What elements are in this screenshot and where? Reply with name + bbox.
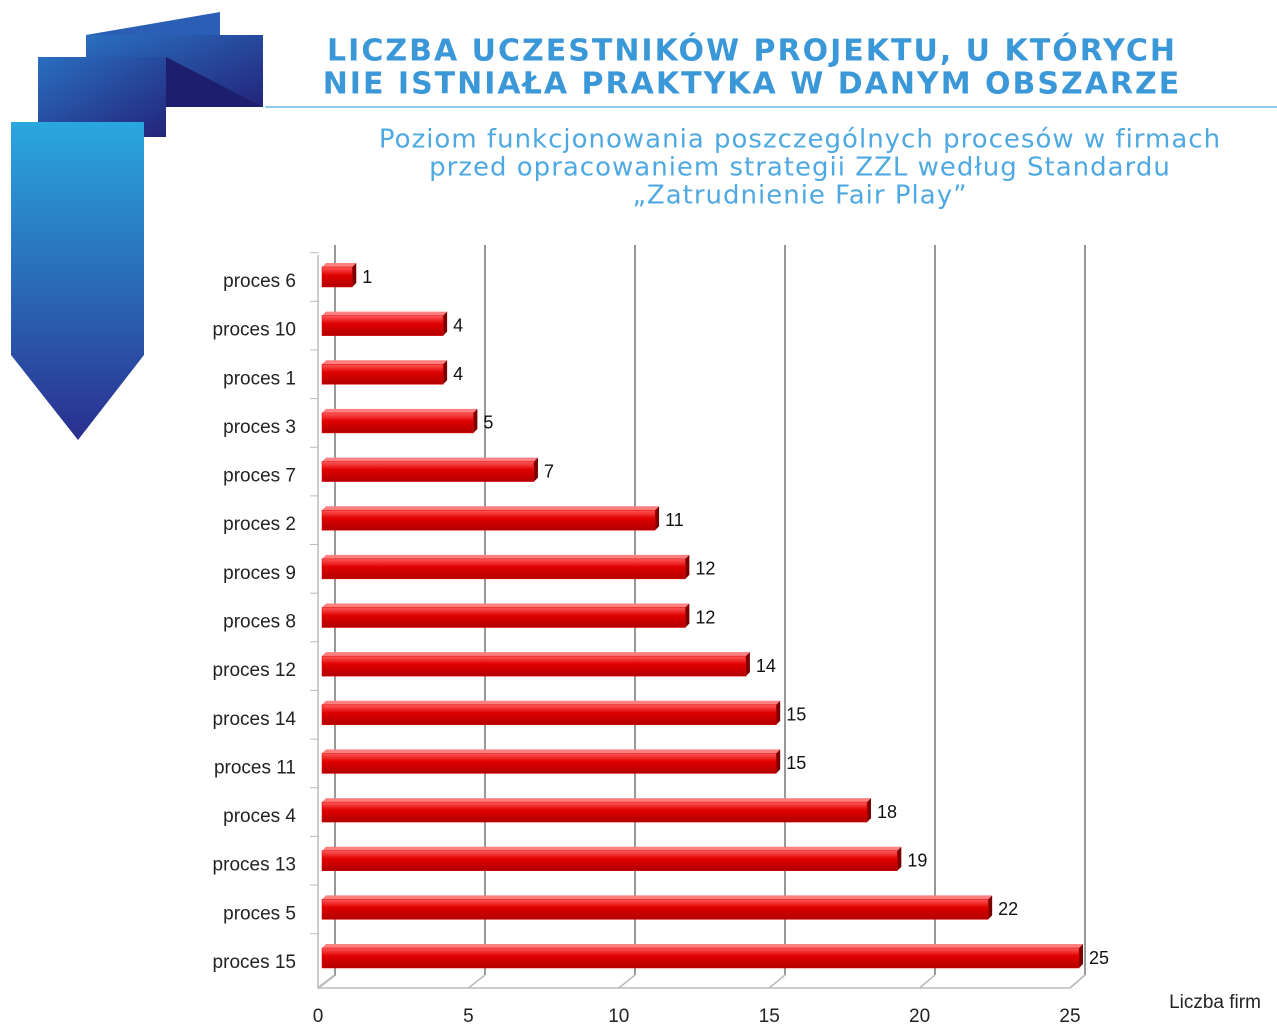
- value-label: 5: [483, 413, 493, 433]
- bar: [322, 510, 655, 530]
- bar-top: [322, 701, 780, 705]
- tick-mark: [468, 975, 485, 988]
- bar-side: [776, 701, 780, 725]
- bar: [322, 705, 776, 725]
- bar-top: [322, 312, 447, 316]
- bar-side: [685, 555, 689, 579]
- bar-top: [322, 555, 689, 559]
- y-tick-label: proces 6: [223, 271, 296, 292]
- bar-side: [988, 895, 992, 919]
- y-tick-label: proces 9: [223, 563, 296, 584]
- y-tick-label: proces 5: [223, 903, 296, 924]
- tick-mark: [619, 975, 635, 988]
- bar-top: [322, 847, 901, 851]
- value-label: 12: [695, 607, 715, 627]
- x-tick-label: 25: [1059, 1006, 1080, 1025]
- bar-top: [322, 458, 538, 462]
- bar-side: [534, 458, 538, 482]
- bar-side: [867, 798, 871, 822]
- y-tick-label: proces 3: [223, 417, 296, 438]
- page: LICZBA UCZESTNIKÓW PROJEKTU, U KTÓRYCH N…: [0, 0, 1277, 1025]
- bar: [322, 364, 443, 384]
- bar: [322, 899, 988, 919]
- bar: [322, 851, 897, 871]
- bar: [322, 802, 867, 822]
- value-label: 15: [786, 753, 806, 773]
- value-label: 4: [453, 364, 463, 384]
- x-tick-label: 5: [463, 1006, 474, 1025]
- bar-side: [897, 847, 901, 871]
- tick-mark: [920, 975, 935, 988]
- value-label: 25: [1089, 948, 1109, 968]
- y-tick-label: proces 8: [223, 612, 296, 633]
- value-label: 12: [695, 559, 715, 579]
- bar: [322, 656, 746, 676]
- bar-top: [322, 944, 1083, 948]
- bar-side: [352, 263, 356, 287]
- bar-top: [322, 749, 780, 753]
- bar-top: [322, 798, 871, 802]
- y-tick-label: proces 7: [223, 466, 296, 487]
- tick-mark: [318, 975, 335, 988]
- y-tick-label: proces 15: [213, 952, 296, 973]
- y-tick-label: proces 14: [213, 709, 297, 730]
- title-line: NIE ISTNIAŁA PRAKTYKA W DANYM OBSZARZE: [323, 67, 1182, 102]
- subtitle-line: przed opracowaniem strategii ZZL według …: [429, 153, 1171, 183]
- bar: [322, 462, 534, 482]
- tick-mark: [1070, 975, 1085, 988]
- title-line: LICZBA UCZESTNIKÓW PROJEKTU, U KTÓRYCH: [327, 32, 1177, 69]
- bar-top: [322, 506, 659, 510]
- bar-top: [322, 360, 447, 364]
- chart: LICZBA UCZESTNIKÓW PROJEKTU, U KTÓRYCH N…: [0, 0, 1277, 1025]
- value-label: 18: [877, 802, 897, 822]
- bar-side: [473, 409, 477, 433]
- bar-top: [322, 604, 689, 608]
- x-tick-label: 10: [608, 1006, 629, 1025]
- bar-side: [685, 604, 689, 628]
- x-tick-label: 0: [313, 1006, 324, 1025]
- value-label: 11: [665, 510, 684, 530]
- bar-top: [322, 895, 992, 899]
- bar: [322, 753, 776, 773]
- value-label: 7: [544, 461, 554, 481]
- bar-side: [746, 652, 750, 676]
- value-label: 15: [786, 705, 806, 725]
- bar-side: [443, 312, 447, 336]
- tick-mark: [769, 975, 785, 988]
- bar-side: [1079, 944, 1083, 968]
- y-tick-label: proces 11: [214, 757, 296, 778]
- value-label: 4: [453, 315, 463, 335]
- bar: [322, 948, 1079, 968]
- bar: [322, 559, 685, 579]
- value-label: 22: [998, 899, 1018, 919]
- y-tick-label: proces 10: [213, 320, 296, 341]
- value-label: 14: [756, 656, 776, 676]
- y-tick-label: proces 13: [213, 855, 296, 876]
- bar: [322, 267, 352, 287]
- bar-side: [776, 749, 780, 773]
- y-tick-label: proces 1: [223, 368, 296, 389]
- x-tick-label: 20: [909, 1006, 930, 1025]
- value-label: 19: [907, 850, 927, 870]
- subtitle-line: „Zatrudnienie Fair Play”: [632, 181, 967, 211]
- bar-side: [655, 506, 659, 530]
- bar-top: [322, 652, 750, 656]
- y-tick-label: proces 2: [223, 514, 296, 535]
- bar-side: [443, 360, 447, 384]
- bar-top: [322, 409, 477, 413]
- y-tick-label: proces 12: [213, 660, 296, 681]
- bar: [322, 608, 685, 628]
- bar: [322, 316, 443, 336]
- bar: [322, 413, 473, 433]
- subtitle-line: Poziom funkcjonowania poszczególnych pro…: [379, 125, 1221, 155]
- y-tick-label: proces 4: [223, 806, 296, 827]
- value-label: 1: [362, 267, 372, 287]
- x-axis-label: Liczba firm: [1169, 992, 1261, 1013]
- x-tick-label: 15: [759, 1006, 780, 1025]
- bar-top: [322, 263, 356, 267]
